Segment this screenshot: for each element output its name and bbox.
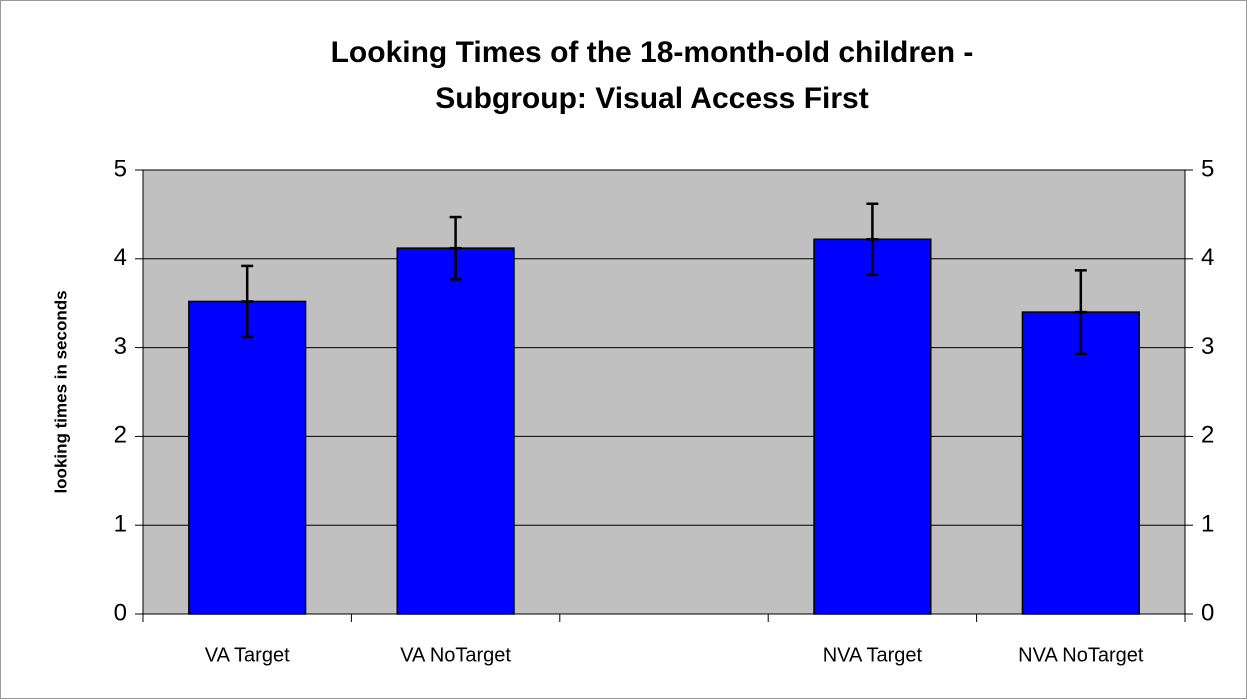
x-tick-label: VA Target [205,644,290,666]
y2-tick-label: 3 [1201,333,1214,360]
y-tick-label: 2 [114,422,127,449]
plot-area [142,169,1186,615]
bar [188,300,307,615]
y-tick-label: 0 [114,599,127,626]
y2-tick-label: 1 [1201,511,1214,538]
error-bar [449,215,462,281]
error-bar [241,264,254,339]
error-bar [866,202,879,277]
error-bar [1074,269,1087,356]
chart-title: Looking Times of the 18-month-old childr… [331,36,974,69]
bar [396,247,515,615]
y2-tick-label: 0 [1201,599,1214,626]
y2-tick-label: 5 [1201,155,1214,182]
bar [813,238,932,615]
chart-title: Subgroup: Visual Access First [435,82,868,115]
y-tick-label: 4 [114,244,127,271]
x-tick-label: NVA NoTarget [1018,644,1144,666]
y2-tick-label: 4 [1201,244,1214,271]
y2-tick-label: 2 [1201,422,1214,449]
y-tick-label: 5 [114,155,127,182]
y-axis-label: looking times in seconds [51,290,70,493]
x-tick-label: VA NoTarget [400,644,511,666]
y-tick-label: 3 [114,333,127,360]
x-tick-label: NVA Target [823,644,923,666]
y-tick-label: 1 [114,511,127,538]
bar [1021,311,1140,615]
